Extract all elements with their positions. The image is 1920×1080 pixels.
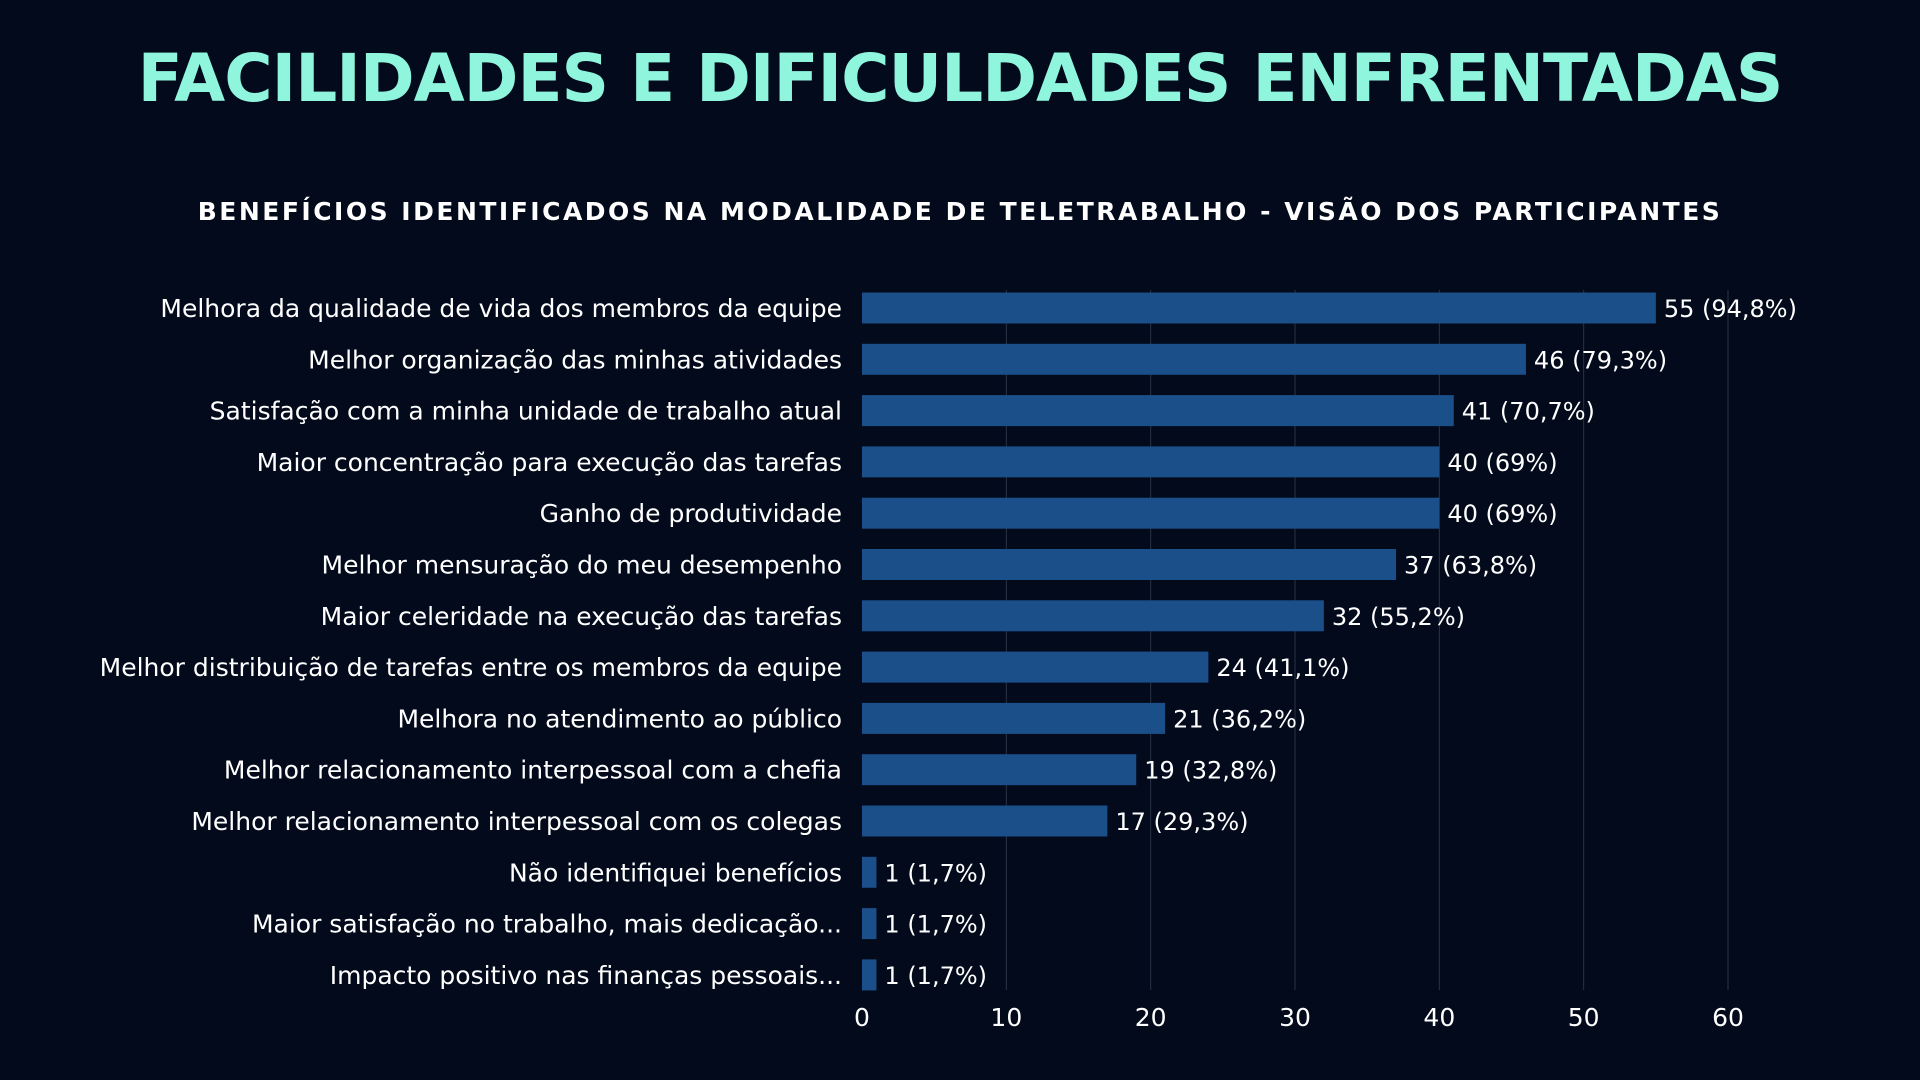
data-label: 37 (63,8%) — [1404, 552, 1537, 580]
category-label: Maior concentração para execução das tar… — [257, 448, 842, 477]
bar — [862, 395, 1454, 427]
category-label: Maior celeridade na execução das tarefas — [321, 602, 842, 631]
data-label: 1 (1,7%) — [884, 962, 987, 990]
category-label: Melhor relacionamento interpessoal com a… — [224, 756, 842, 785]
category-label: Melhor mensuração do meu desempenho — [322, 551, 843, 580]
bar — [862, 497, 1440, 529]
category-label: Melhor relacionamento interpessoal com o… — [191, 807, 842, 836]
data-label: 1 (1,7%) — [884, 859, 987, 887]
data-label: 1 (1,7%) — [884, 911, 987, 939]
data-label: 46 (79,3%) — [1534, 346, 1667, 374]
data-label: 41 (70,7%) — [1462, 398, 1595, 426]
x-tick-label: 30 — [1279, 1003, 1311, 1032]
bar — [862, 908, 877, 940]
x-tick-label: 60 — [1712, 1003, 1744, 1032]
category-label: Não identifiquei benefícios — [509, 858, 842, 887]
bar — [862, 856, 877, 888]
category-label: Melhora da qualidade de vida dos membros… — [160, 294, 842, 323]
bar — [862, 292, 1656, 324]
data-label: 55 (94,8%) — [1664, 295, 1797, 323]
bar — [862, 600, 1324, 632]
bar — [862, 754, 1137, 786]
x-tick-label: 40 — [1423, 1003, 1455, 1032]
bar — [862, 805, 1108, 837]
data-label: 21 (36,2%) — [1173, 705, 1306, 733]
bar — [862, 651, 1209, 683]
data-label: 19 (32,8%) — [1144, 757, 1277, 785]
category-label: Maior satisfação no trabalho, mais dedic… — [252, 910, 842, 939]
x-tick-label: 0 — [854, 1003, 870, 1032]
data-label: 32 (55,2%) — [1332, 603, 1465, 631]
bar — [862, 702, 1166, 734]
chart-title: BENEFÍCIOS IDENTIFICADOS NA MODALIDADE D… — [197, 197, 1723, 226]
bar — [862, 446, 1440, 478]
bar — [862, 959, 877, 991]
x-tick-label: 20 — [1135, 1003, 1167, 1032]
data-label: 40 (69%) — [1447, 449, 1557, 477]
category-label: Ganho de produtividade — [540, 499, 842, 528]
category-label: Melhora no atendimento ao público — [397, 704, 842, 733]
data-label: 24 (41,1%) — [1216, 654, 1349, 682]
data-label: 17 (29,3%) — [1115, 808, 1248, 836]
x-tick-label: 50 — [1568, 1003, 1600, 1032]
category-label: Impacto positivo nas finanças pessoais..… — [330, 961, 842, 990]
category-label: Satisfação com a minha unidade de trabal… — [210, 397, 842, 426]
category-label: Melhor organização das minhas atividades — [308, 345, 842, 374]
page-title: FACILIDADES E DIFICULDADES ENFRENTADAS — [137, 40, 1784, 117]
data-label: 40 (69%) — [1447, 500, 1557, 528]
category-label: Melhor distribuição de tarefas entre os … — [100, 653, 842, 682]
bar — [862, 343, 1526, 375]
bar — [862, 549, 1397, 580]
x-tick-label: 10 — [990, 1003, 1022, 1032]
